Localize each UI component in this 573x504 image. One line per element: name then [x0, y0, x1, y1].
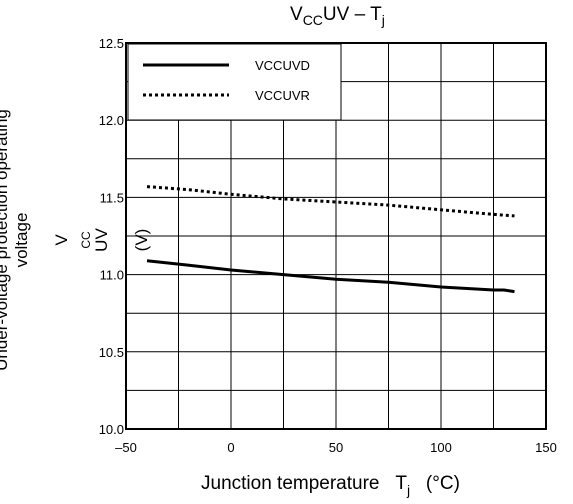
x-tick-labels: –50 0 50 100 150 — [115, 440, 557, 455]
series-line-vccuvd — [146, 259, 515, 294]
y-tick-label: 10.0 — [99, 422, 124, 437]
legend: VCCUVD VCCUVR — [127, 43, 342, 121]
x-tick-label: –50 — [115, 440, 137, 455]
plot-frame — [125, 42, 547, 430]
x-tick-label: 150 — [535, 440, 557, 455]
y-tick-label: 10.5 — [99, 345, 124, 360]
y-tick-label: 12.5 — [99, 36, 124, 51]
series-line-vccuvr — [146, 185, 515, 218]
grid-lines — [126, 43, 546, 429]
y-axis-label-line2: voltage V CC UV (V) — [12, 212, 151, 268]
y-tick-labels: 10.0 10.5 11.0 11.5 12.0 12.5 — [99, 36, 124, 437]
y-tick-label: 12.0 — [99, 113, 124, 128]
y-axis-label-line1: Under-voltage protection operating — [0, 109, 11, 371]
y-tick-label: 11.5 — [100, 190, 124, 205]
x-tick-label: 50 — [329, 440, 343, 455]
legend-label-vccuvr: VCCUVR — [255, 88, 310, 103]
legend-box — [127, 43, 342, 121]
x-tick-label: 0 — [227, 440, 234, 455]
legend-label-vccuvd: VCCUVD — [255, 58, 310, 73]
chart-title: VCCUV – Tj — [290, 4, 385, 28]
series-group — [146, 185, 515, 294]
x-axis-label: Junction temperature Tj (°C) — [201, 473, 460, 498]
y-tick-label: 11.0 — [100, 268, 124, 283]
x-tick-label: 100 — [430, 440, 452, 455]
